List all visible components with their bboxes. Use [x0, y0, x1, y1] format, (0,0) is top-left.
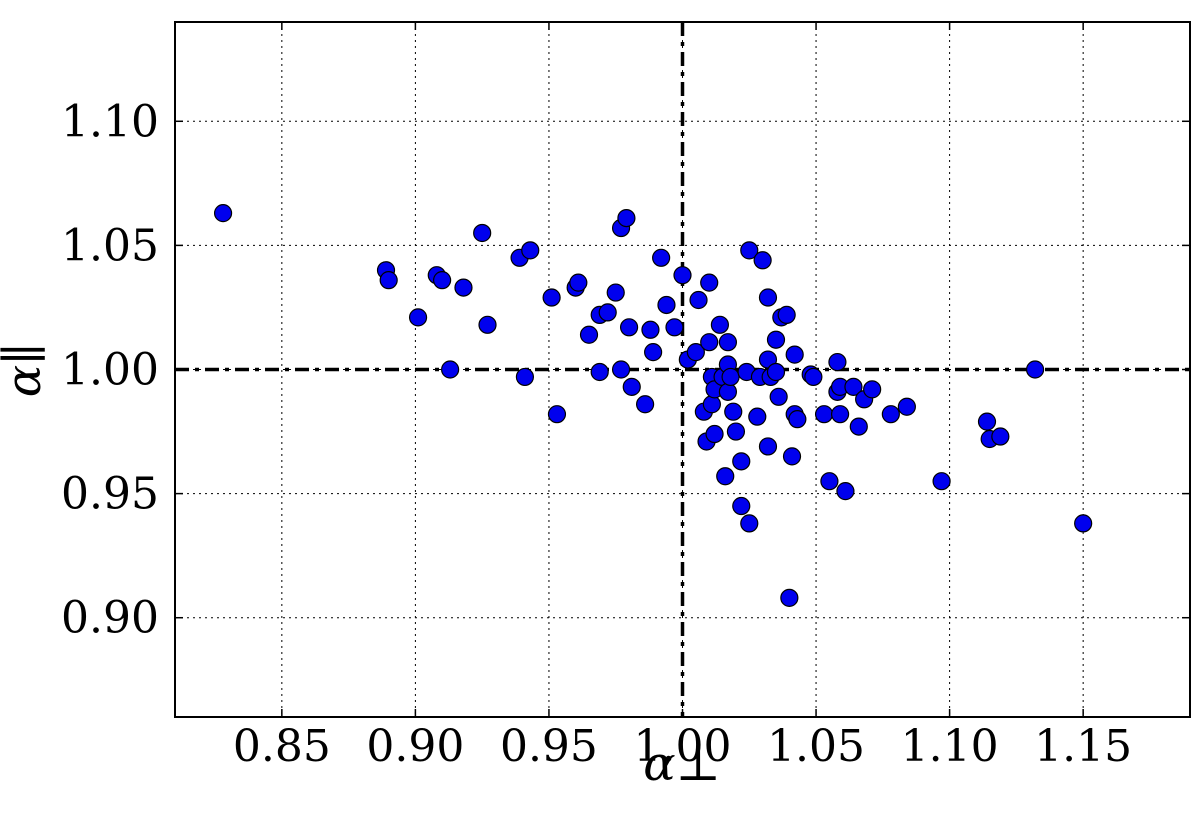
data-point	[590, 362, 609, 382]
x-tick-label: 0.95	[500, 721, 598, 772]
x-axis-label: α⊥	[643, 736, 721, 792]
data-point	[716, 467, 735, 486]
data-point	[732, 452, 751, 471]
x-tick-label: 0.90	[366, 721, 464, 772]
data-point	[569, 273, 588, 292]
data-point	[700, 333, 719, 352]
data-point	[1074, 514, 1093, 533]
data-point	[991, 427, 1010, 446]
x-tick-label: 1.05	[767, 721, 865, 772]
data-point	[881, 405, 900, 424]
grid	[175, 22, 1190, 717]
data-point	[932, 472, 951, 491]
data-point	[766, 330, 786, 349]
data-point	[782, 447, 802, 466]
ticks	[175, 22, 1190, 717]
data-point	[977, 412, 997, 431]
data-point	[636, 395, 655, 414]
data-point	[718, 382, 738, 401]
data-point	[844, 377, 863, 396]
data-point	[408, 308, 428, 327]
data-point	[721, 367, 740, 387]
data-point	[441, 360, 460, 379]
y-tick-label: 0.95	[61, 469, 159, 520]
data-point	[753, 251, 772, 270]
x-tick-label: 0.85	[233, 721, 331, 772]
reference-lines	[175, 22, 1190, 717]
data-point	[724, 402, 743, 421]
data-point	[515, 367, 535, 387]
data-point	[849, 417, 868, 436]
data-point	[641, 320, 660, 339]
data-point	[766, 362, 786, 382]
data-point	[740, 241, 759, 260]
data-point	[828, 352, 847, 372]
data-point	[521, 241, 540, 260]
data-point	[213, 204, 233, 223]
data-point	[652, 248, 671, 267]
data-point	[478, 315, 497, 334]
data-point	[1025, 360, 1045, 379]
x-tick-label: 1.10	[901, 721, 999, 772]
x-tick-label: 1.00	[634, 721, 732, 772]
data-point	[748, 407, 767, 426]
data-point	[705, 424, 724, 444]
data-point	[830, 405, 850, 424]
y-tick-labels: 0.90 0.95 1.00 1.05 1.10	[61, 96, 159, 643]
x-tick-label: 1.15	[1034, 721, 1132, 772]
y-tick-label: 1.00	[61, 345, 159, 396]
data-point	[454, 278, 473, 297]
data-point	[780, 588, 799, 607]
data-point	[665, 318, 684, 337]
data-point	[836, 482, 855, 501]
y-tick-label: 1.05	[61, 220, 159, 271]
data-point	[788, 410, 807, 429]
data-point	[804, 367, 823, 387]
data-point	[732, 496, 751, 516]
data-point	[689, 290, 708, 310]
data-point	[622, 377, 641, 396]
data-point	[617, 208, 636, 228]
data-point	[820, 472, 839, 491]
data-point	[473, 223, 492, 243]
data-point	[863, 380, 882, 399]
data-point	[700, 273, 719, 292]
data-point	[814, 405, 834, 424]
data-point	[619, 318, 639, 337]
data-point	[758, 288, 778, 307]
data-point	[785, 345, 804, 364]
data-point	[433, 271, 452, 290]
data-point	[547, 405, 567, 424]
x-tick-labels: 0.85 0.90 0.95 1.00 1.05 1.10 1.15	[233, 721, 1132, 772]
data-point	[579, 325, 599, 344]
data-point	[611, 360, 631, 379]
data-point	[726, 422, 746, 441]
data-point	[673, 266, 692, 285]
data-point	[598, 303, 617, 322]
data-point	[718, 333, 738, 352]
data-point	[740, 514, 759, 533]
data-point	[606, 283, 625, 302]
data-point	[657, 295, 676, 315]
y-axis-label: α∥	[0, 343, 52, 398]
data-point	[758, 437, 778, 456]
data-point	[777, 305, 796, 324]
data-point	[710, 315, 729, 334]
data-points	[213, 204, 1093, 607]
data-point	[542, 288, 561, 307]
data-point	[702, 395, 721, 414]
data-point	[897, 397, 916, 416]
y-tick-label: 1.10	[61, 96, 159, 147]
data-point	[769, 387, 788, 406]
y-tick-label: 0.90	[61, 593, 159, 644]
data-point	[379, 271, 398, 290]
data-point	[686, 343, 705, 362]
data-point	[644, 343, 663, 362]
